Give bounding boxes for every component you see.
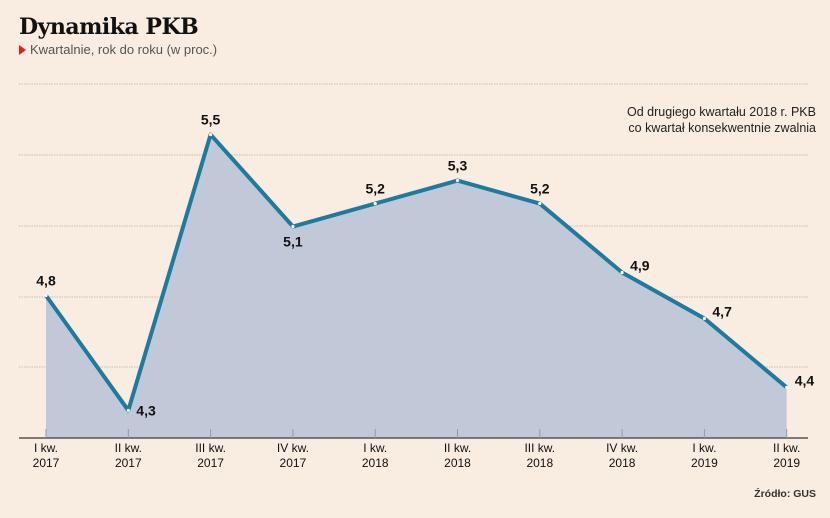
data-label: 4,7: [712, 303, 732, 319]
subtitle-text: Kwartalnie, rok do roku (w proc.): [30, 42, 218, 57]
x-tick-label-quarter: II kw.: [444, 441, 471, 455]
x-tick-label-quarter: III kw.: [524, 441, 555, 455]
data-point: [373, 201, 377, 206]
data-label: 5,5: [201, 112, 221, 128]
value-labels: 4,8 4,3 5,5 5,1 5,2 5,3 5,2 4,9 4,7 4,4: [36, 112, 814, 419]
x-tick-label-year: 2017: [115, 456, 142, 470]
x-tick-label-year: 2018: [609, 456, 636, 470]
data-point: [455, 178, 460, 183]
chart-subtitle: Kwartalnie, rok do roku (w proc.): [19, 42, 217, 57]
data-point: [44, 293, 48, 298]
x-tick-label-quarter: IV kw.: [606, 441, 638, 455]
triangle-marker-icon: [19, 44, 26, 55]
data-point: [702, 316, 707, 321]
x-tick-label-year: 2018: [444, 456, 471, 470]
x-tick-label-quarter: III kw.: [195, 441, 226, 455]
data-point: [538, 201, 542, 206]
x-tick-label-year: 2019: [691, 456, 718, 470]
data-label: 5,1: [283, 234, 303, 250]
x-ticks: [45, 429, 788, 438]
data-point: [126, 408, 130, 413]
data-label: 5,2: [530, 181, 550, 197]
data-label: 5,3: [448, 158, 468, 174]
data-label: 4,8: [36, 272, 56, 288]
data-points: [44, 132, 789, 413]
series-line: [44, 132, 788, 413]
x-tick-label-quarter: IV kw.: [277, 441, 309, 455]
x-tick-label-quarter: I kw.: [692, 441, 716, 455]
source-note: Źródło: GUS: [754, 488, 816, 500]
x-tick-label-year: 2017: [280, 456, 307, 470]
data-label: 5,2: [365, 181, 385, 197]
x-tick-label-quarter: II kw.: [773, 441, 800, 455]
data-label: 4,9: [630, 257, 650, 273]
x-tick-label-year: 2019: [773, 456, 800, 470]
annotation-line-1: Od drugiego kwartału 2018 r. PKB: [626, 105, 816, 119]
x-tick-label-quarter: I kw.: [34, 441, 58, 455]
x-tick-label-year: 2018: [362, 456, 389, 470]
annotation-line-2: co kwartał konsekwentnie zwalnia: [628, 121, 816, 135]
annotation: Od drugiego kwartału 2018 r. PKB co kwar…: [627, 104, 816, 136]
area-fill: [46, 134, 787, 439]
data-point: [209, 132, 213, 137]
x-tick-label-quarter: II kw.: [115, 441, 142, 455]
data-label: 4,3: [136, 402, 156, 418]
chart-title: Dynamika PKB: [19, 14, 199, 40]
data-point: [785, 385, 789, 390]
x-tick-label-year: 2017: [197, 456, 224, 470]
x-tick-label-quarter: I kw.: [363, 441, 387, 455]
data-point: [291, 224, 295, 229]
data-point: [620, 270, 624, 275]
data-label: 4,4: [795, 372, 815, 388]
x-tick-label-year: 2018: [526, 456, 553, 470]
x-tick-label-year: 2017: [33, 456, 60, 470]
